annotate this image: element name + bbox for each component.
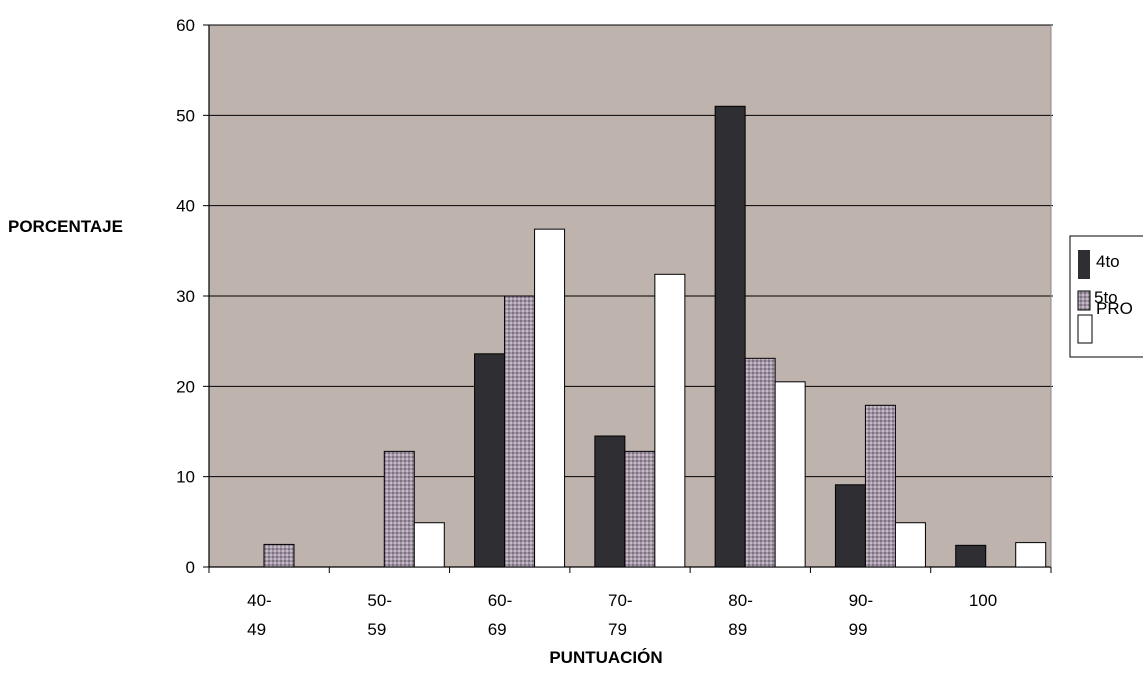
bar-4to: [955, 544, 987, 568]
x-tick-label: 90-99: [849, 591, 874, 639]
x-tick-label: 70-79: [608, 591, 633, 639]
y-tick-label: 10: [176, 468, 195, 487]
bar-5to: [864, 404, 896, 568]
bar-pro: [774, 381, 806, 568]
bar-pro: [1015, 542, 1047, 568]
y-tick-label: 40: [176, 197, 195, 216]
x-tick-label: 100: [969, 591, 997, 610]
bar-pro: [413, 522, 445, 568]
bar-5to: [624, 450, 656, 568]
x-tick-label: 50-59: [367, 591, 392, 639]
bar-pro: [894, 522, 926, 568]
x-tick-label: 80-89: [728, 591, 753, 639]
x-tick-label: 60-69: [488, 591, 513, 639]
y-tick-label: 20: [176, 377, 195, 396]
bar-pro: [654, 273, 686, 568]
legend-swatch-4to: [1078, 250, 1090, 279]
legend-swatch-pro: [1077, 314, 1093, 344]
bar-4to: [594, 435, 626, 568]
y-tick-label: 30: [176, 287, 195, 306]
x-tick-label: 40-49: [247, 591, 272, 639]
legend-label-pro: PRO: [1096, 299, 1133, 318]
legend-label-4to: 4to: [1096, 252, 1120, 271]
bar-pro: [534, 228, 566, 568]
bar-4to: [834, 484, 866, 568]
bar-5to: [744, 357, 776, 568]
bar-4to: [714, 105, 746, 568]
y-tick-label: 0: [186, 558, 195, 577]
y-tick-label: 50: [176, 106, 195, 125]
bar-5to: [504, 295, 536, 568]
bar-4to: [474, 353, 506, 568]
legend-label-5to: 5to: [1094, 288, 1118, 307]
legend-swatch-5to: [1077, 290, 1091, 311]
x-axis-title: PUNTUACIÓN: [549, 648, 662, 667]
bar-5to: [383, 450, 415, 568]
y-axis-title: PORCENTAJE: [8, 217, 123, 236]
bar-5to: [263, 543, 295, 568]
y-tick-label: 60: [176, 16, 195, 35]
